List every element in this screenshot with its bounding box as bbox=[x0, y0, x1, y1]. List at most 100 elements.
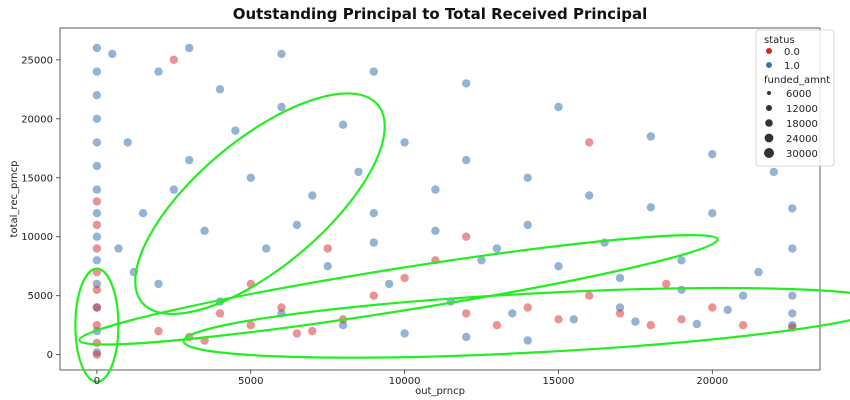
data-point-series-0-0-0 bbox=[92, 350, 102, 359]
data-point-series-1-0-14 bbox=[108, 49, 117, 59]
data-point-series-0-0-13 bbox=[277, 303, 286, 312]
data-point-series-0-0-11 bbox=[215, 309, 225, 318]
data-point-series-0-0-12 bbox=[246, 321, 255, 330]
data-point-series-1-0-15 bbox=[154, 67, 163, 76]
data-point-series-1-0-35 bbox=[677, 285, 686, 294]
data-point-series-1-0-69 bbox=[431, 185, 440, 194]
data-point-series-1-0-28 bbox=[246, 173, 255, 182]
data-point-series-1-0-41 bbox=[323, 262, 332, 271]
data-point-series-1-0-39 bbox=[200, 226, 209, 235]
data-point-series-1-0-70 bbox=[523, 220, 532, 230]
legend-size-label-1: 12000 bbox=[786, 104, 818, 115]
legend-hue-marker-1 bbox=[766, 62, 772, 68]
legend-size-label-4: 30000 bbox=[786, 149, 818, 160]
data-point-series-1-0-59 bbox=[462, 79, 471, 88]
data-point-series-0-0-23 bbox=[585, 291, 594, 300]
annotation-ellipse-0 bbox=[74, 267, 120, 383]
legend: status 0.0 1.0 funded_amnt 6000 12000 18… bbox=[755, 29, 835, 167]
data-point-series-1-0-10 bbox=[92, 114, 102, 124]
data-point-series-1-0-66 bbox=[169, 185, 178, 194]
data-point-series-0-0-37 bbox=[585, 138, 594, 147]
data-point-series-1-0-74 bbox=[788, 244, 797, 253]
data-point-series-1-0-52 bbox=[338, 321, 348, 330]
data-point-series-1-0-21 bbox=[523, 173, 532, 182]
data-point-series-0-0-25 bbox=[646, 321, 655, 330]
legend-size-marker-2 bbox=[765, 119, 773, 127]
data-point-series-1-0-34 bbox=[615, 273, 625, 283]
data-point-series-1-0-16 bbox=[215, 85, 225, 94]
data-point-series-1-0-61 bbox=[646, 132, 655, 141]
data-point-series-1-0-40 bbox=[262, 244, 271, 253]
data-point-series-0-0-31 bbox=[323, 244, 332, 253]
data-point-series-0-0-2 bbox=[92, 321, 102, 330]
data-point-series-1-0-25 bbox=[788, 204, 797, 213]
legend-size-marker-0 bbox=[767, 91, 771, 95]
data-point-series-1-0-58 bbox=[369, 67, 378, 76]
data-point-series-0-0-17 bbox=[400, 273, 409, 283]
x-tick-label-0: 0 bbox=[94, 376, 100, 387]
data-point-series-1-0-5 bbox=[92, 232, 102, 241]
data-point-series-1-0-62 bbox=[708, 150, 717, 159]
y-axis-label: total_rec_prncp bbox=[9, 161, 20, 238]
data-point-series-0-0-4 bbox=[92, 285, 102, 294]
data-point-series-1-0-17 bbox=[277, 102, 286, 112]
data-point-series-0-0-16 bbox=[369, 291, 378, 300]
data-point-series-1-0-73 bbox=[754, 267, 763, 277]
x-axis-label: out_prncp bbox=[415, 386, 465, 397]
data-point-series-0-0-24 bbox=[615, 309, 625, 318]
data-point-series-1-0-26 bbox=[123, 138, 132, 147]
data-point-series-1-0-46 bbox=[631, 317, 640, 326]
data-point-series-1-0-72 bbox=[677, 256, 686, 265]
data-point-series-1-0-53 bbox=[400, 329, 409, 338]
data-point-series-0-0-35 bbox=[662, 279, 671, 289]
legend-hue-title: status bbox=[764, 35, 795, 46]
data-point-series-0-0-20 bbox=[492, 321, 502, 330]
y-tick-label-3: 15000 bbox=[21, 173, 53, 184]
data-point-series-1-0-23 bbox=[646, 203, 655, 212]
y-tick-label-0: 0 bbox=[47, 350, 53, 361]
data-point-series-0-0-6 bbox=[92, 244, 102, 253]
legend-size-label-2: 18000 bbox=[786, 119, 818, 130]
data-point-series-1-0-47 bbox=[692, 319, 702, 329]
x-tick-label-1: 5000 bbox=[238, 376, 263, 387]
data-point-series-1-0-33 bbox=[554, 262, 563, 271]
data-point-series-0-0-22 bbox=[554, 315, 563, 324]
data-point-series-1-0-13 bbox=[92, 43, 102, 53]
data-point-series-1-0-19 bbox=[400, 138, 409, 147]
data-point-series-1-0-63 bbox=[769, 167, 778, 177]
chart-title: Outstanding Principal to Total Received … bbox=[233, 5, 647, 23]
data-point-series-0-0-1 bbox=[92, 338, 102, 348]
data-point-series-1-0-8 bbox=[92, 161, 102, 171]
data-point-series-1-0-29 bbox=[308, 191, 317, 200]
data-point-series-0-0-5 bbox=[92, 267, 102, 277]
x-axis-ticks: 0 5000 10000 15000 20000 bbox=[94, 370, 728, 387]
x-tick-label-4: 20000 bbox=[696, 376, 728, 387]
data-point-series-0-0-3 bbox=[92, 303, 102, 312]
data-point-series-0-0-21 bbox=[523, 303, 532, 312]
legend-size-title: funded_amnt bbox=[764, 75, 830, 86]
y-axis-ticks: 0 5000 10000 15000 20000 25000 bbox=[21, 55, 60, 361]
legend-size-label-0: 6000 bbox=[786, 89, 811, 100]
data-point-series-1-0-76 bbox=[369, 238, 378, 247]
legend-size-marker-4 bbox=[764, 148, 774, 158]
data-point-series-1-0-68 bbox=[354, 167, 363, 177]
data-point-series-1-0-80 bbox=[788, 309, 797, 318]
data-point-series-1-0-11 bbox=[92, 91, 102, 100]
annotation-ellipse-1 bbox=[134, 92, 386, 316]
annotation-ellipse-3 bbox=[182, 286, 850, 359]
data-point-series-1-0-77 bbox=[477, 256, 486, 265]
data-point-series-1-0-55 bbox=[523, 336, 532, 345]
data-point-series-1-0-18 bbox=[338, 120, 348, 129]
data-point-series-0-0-8 bbox=[92, 197, 102, 206]
data-point-series-0-0-28 bbox=[738, 321, 748, 330]
data-point-series-1-0-3 bbox=[92, 279, 102, 289]
data-point-series-1-0-20 bbox=[462, 155, 471, 165]
data-point-series-1-0-54 bbox=[462, 332, 471, 342]
data-point-series-1-0-31 bbox=[431, 226, 440, 235]
data-point-series-1-0-27 bbox=[185, 155, 194, 165]
data-point-series-1-0-32 bbox=[492, 244, 502, 253]
data-point-series-1-0-67 bbox=[231, 126, 240, 135]
plot-area: 0 5000 10000 15000 20000 0 5000 10000 15000 2000… bbox=[21, 27, 850, 387]
data-point-series-1-0-45 bbox=[569, 315, 578, 324]
